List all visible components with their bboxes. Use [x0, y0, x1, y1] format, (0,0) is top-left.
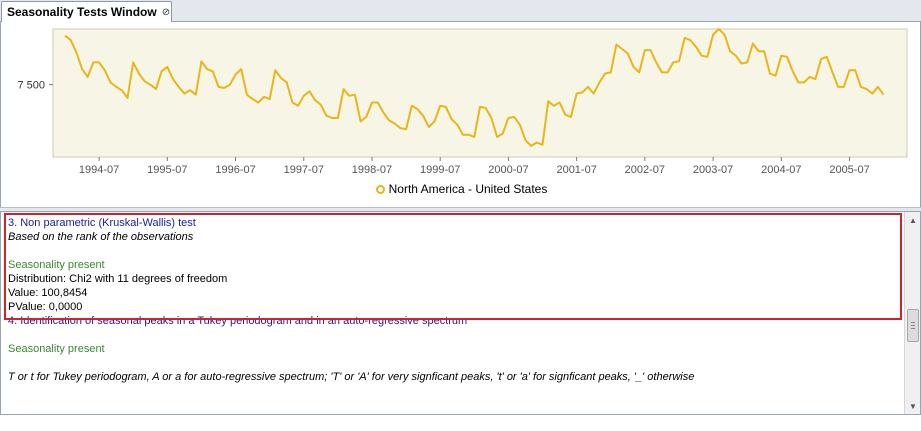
x-tick-label: 1995-07: [147, 164, 187, 176]
x-tick-label: 1999-07: [420, 164, 460, 176]
spacer: [8, 356, 903, 370]
x-tick-label: 1998-07: [352, 164, 392, 176]
grip-line: [911, 325, 915, 326]
y-tick-label: 7 500: [17, 80, 45, 92]
test3-subtitle: Based on the rank of the observations: [8, 231, 194, 243]
legend-marker-icon: [375, 184, 385, 194]
scroll-up-icon[interactable]: ▲: [909, 215, 917, 225]
series-line-north-america-united-states: [64, 28, 885, 147]
x-tick-label: 2000-07: [488, 164, 528, 176]
y-axis: 7 500: [17, 80, 53, 92]
test3-value: Value: 100,8454: [8, 287, 88, 299]
test4-status: Seasonality present: [8, 343, 105, 355]
x-tick-label: 2001-07: [556, 164, 596, 176]
grip-line: [911, 328, 915, 329]
spacer: [8, 328, 903, 342]
chart-legend: North America - United States: [1, 182, 921, 196]
x-tick-label: 2003-07: [693, 164, 733, 176]
tab-seasonality-tests[interactable]: Seasonality Tests Window ⊘: [1, 1, 172, 22]
bottom-strip: [0, 415, 921, 431]
tab-title: Seasonality Tests Window: [7, 5, 157, 19]
test4-title: 4. Identification of seasonal peaks in a…: [8, 315, 468, 327]
x-axis: 1994-07 1995-07 1996-07 1997-07 1998-07 1999-…: [79, 157, 870, 176]
tab-bar: Seasonality Tests Window ⊘: [0, 0, 921, 22]
chart-panel: 7 500 1994-07 1995-07 1996-07 1997-07 1998-0…: [0, 22, 921, 207]
test3-status: Seasonality present: [8, 259, 105, 271]
x-tick-label: 1997-07: [284, 164, 324, 176]
spacer: [8, 244, 903, 258]
test3-pvalue: PValue: 0,0000: [8, 301, 83, 313]
results-text-pane: 3. Non parametric (Kruskal-Wallis) test …: [0, 211, 921, 415]
test3-distribution: Distribution: Chi2 with 11 degrees of fr…: [8, 273, 228, 285]
x-tick-label: 2002-07: [625, 164, 665, 176]
x-tick-label: 1996-07: [215, 164, 255, 176]
seasonality-line-chart: 7 500 1994-07 1995-07 1996-07 1997-07 1998-0…: [17, 28, 908, 176]
pane-splitter[interactable]: [0, 207, 921, 211]
grip-line: [911, 322, 915, 323]
scrollbar-thumb[interactable]: [907, 309, 919, 342]
test4-note: T or t for Tukey periodogram, A or a for…: [8, 371, 695, 383]
x-tick-label: 1994-07: [79, 164, 119, 176]
series-group: [64, 28, 885, 147]
x-tick-label: 2004-07: [761, 164, 801, 176]
close-icon[interactable]: ⊘: [161, 6, 171, 18]
plot-background: [52, 28, 908, 158]
test3-title: 3. Non parametric (Kruskal-Wallis) test: [8, 217, 196, 229]
scroll-down-icon[interactable]: ▼: [909, 401, 917, 411]
results-text: 3. Non parametric (Kruskal-Wallis) test …: [8, 216, 903, 384]
x-tick-label: 2005-07: [829, 164, 869, 176]
vertical-scrollbar[interactable]: ▲ ▼: [904, 212, 920, 414]
legend-label: North America - United States: [388, 182, 548, 196]
